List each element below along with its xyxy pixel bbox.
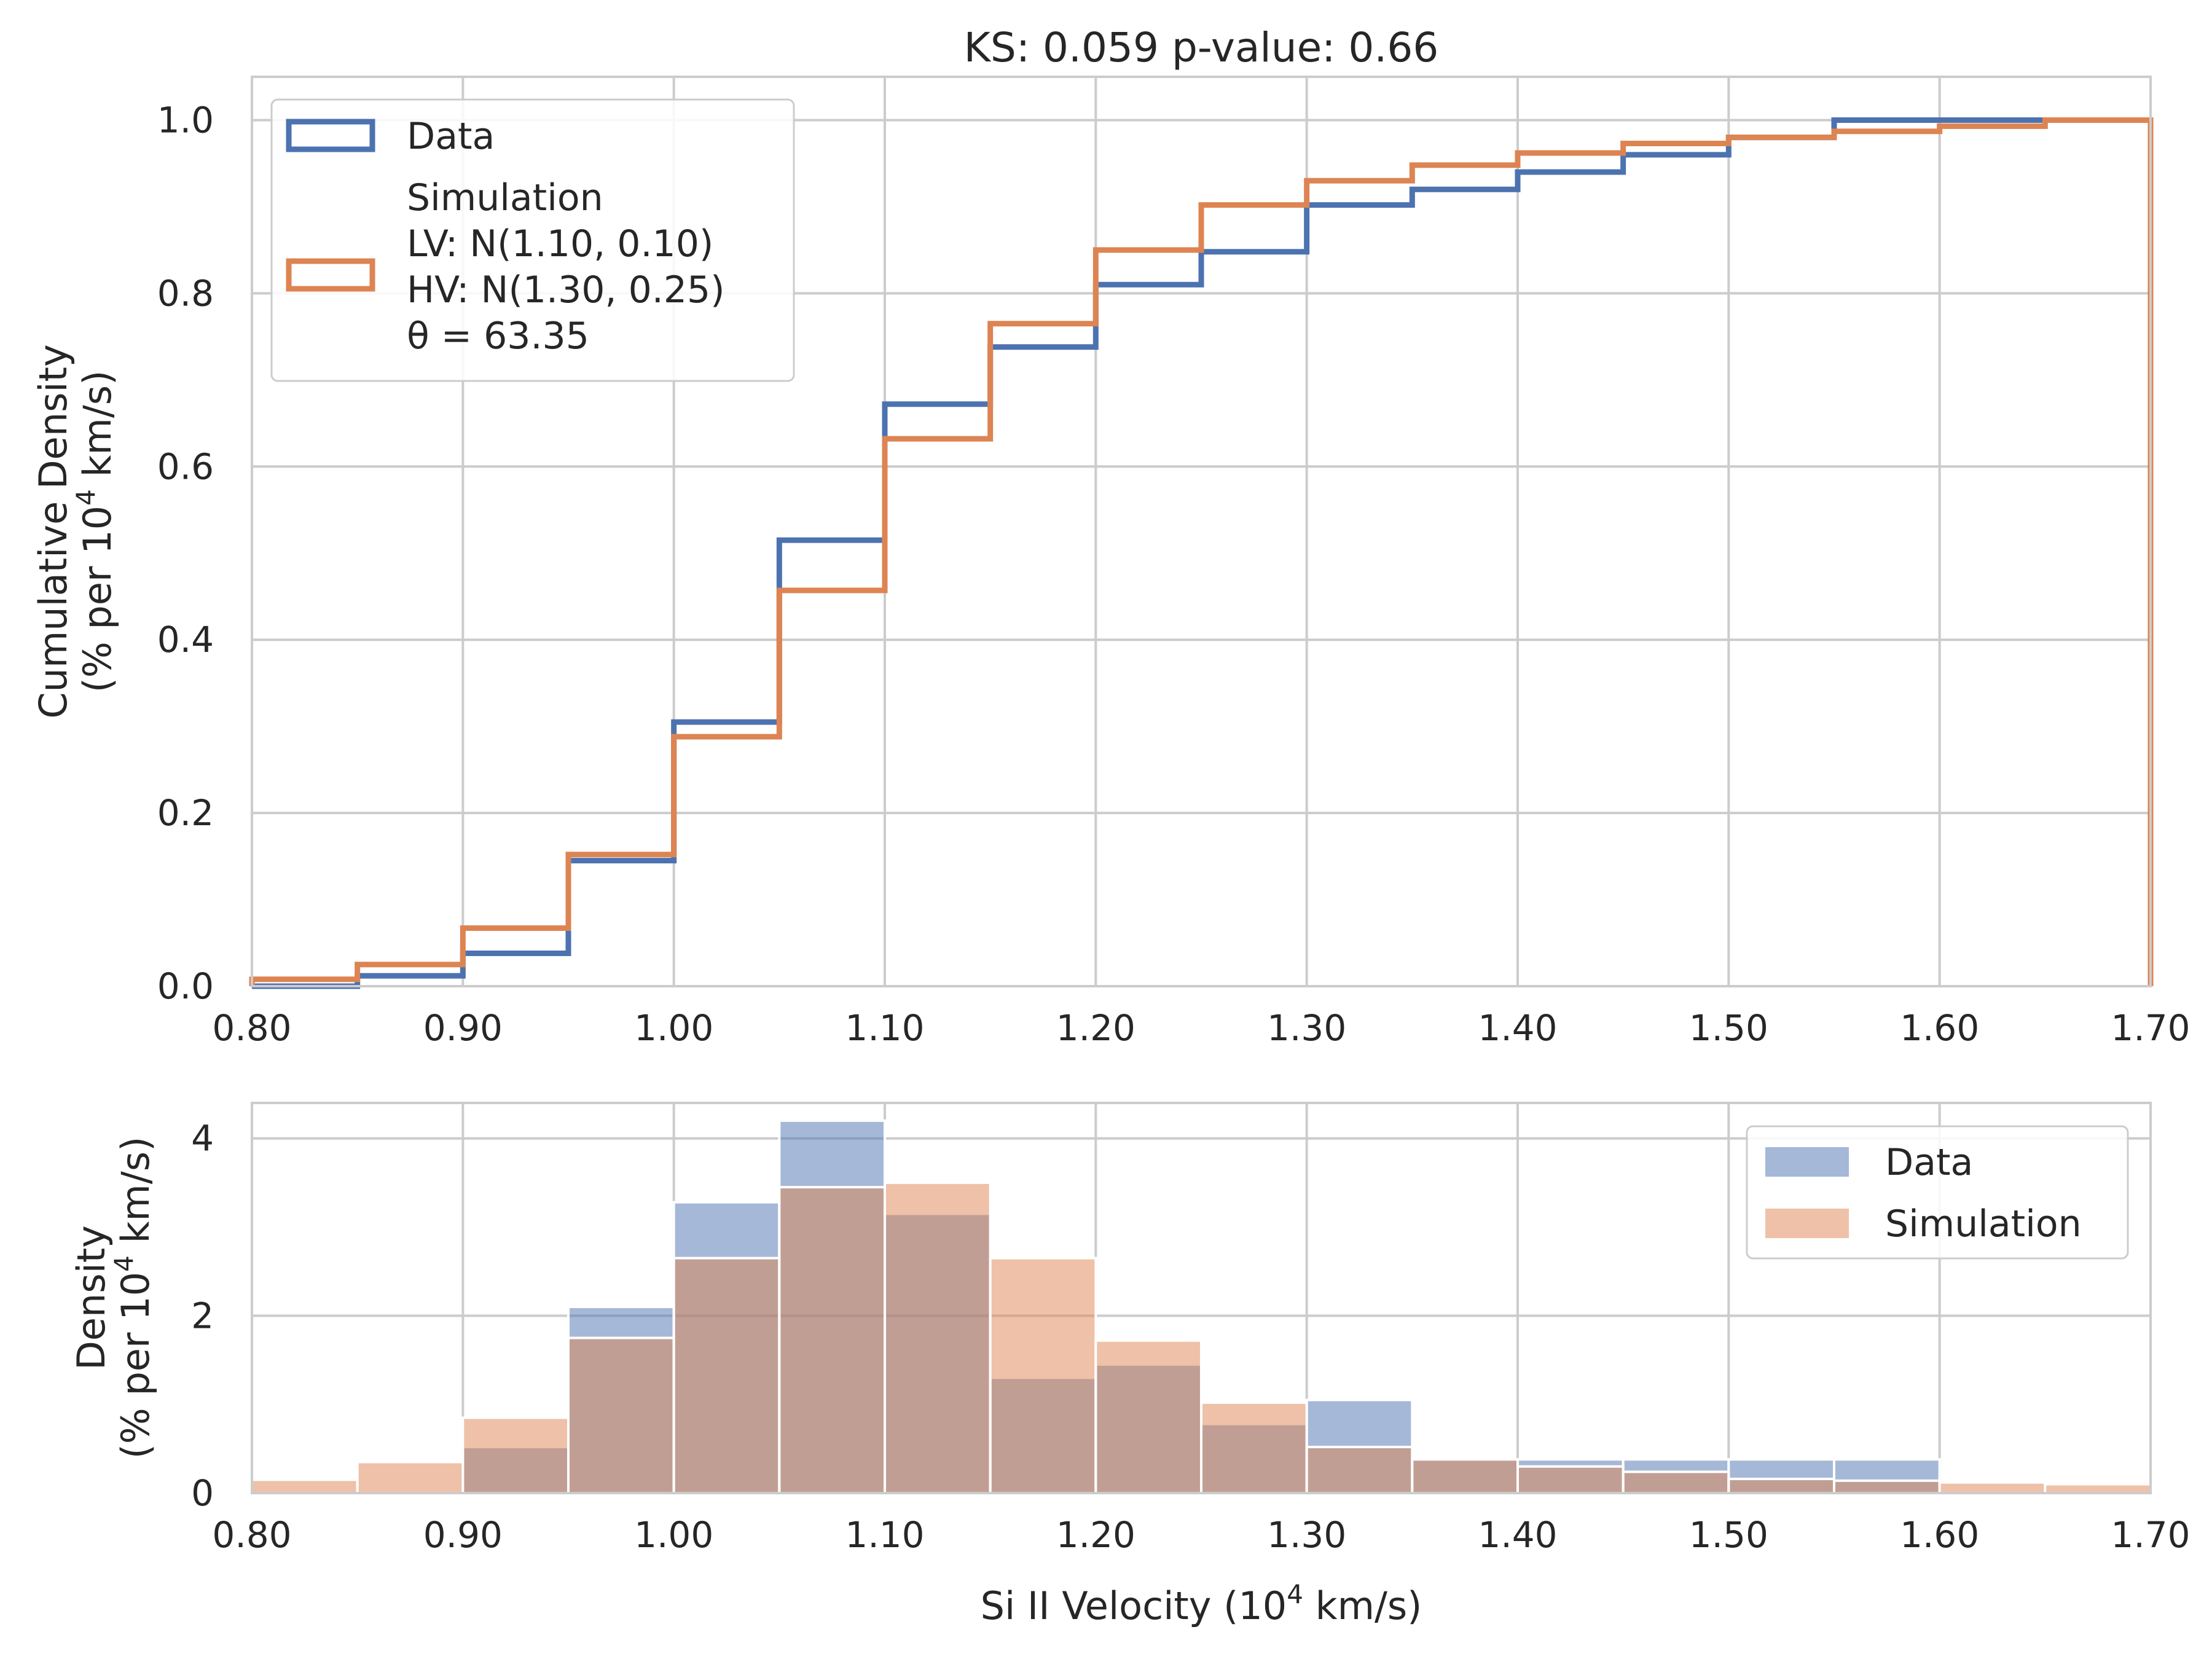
top-y-tick-label: 0.4 bbox=[157, 619, 214, 661]
top-y-tick-label: 1.0 bbox=[157, 99, 214, 141]
bottom-x-tick-label: 1.40 bbox=[1478, 1514, 1557, 1556]
top-y-tick-label: 0.2 bbox=[157, 792, 214, 834]
histogram-bar-simulation bbox=[567, 1336, 675, 1494]
bottom-y-label-suffix: km/s) bbox=[113, 1137, 158, 1255]
density-histogram-panel: 0.80 0.90 1.00 1.10 1.20 1.30 1.40 1.50 1.60 1.70… bbox=[191, 1102, 2190, 1628]
histogram-bar-simulation bbox=[356, 1461, 465, 1494]
legend-simulation-patch bbox=[1765, 1209, 1849, 1238]
bottom-x-tick-label: 0.80 bbox=[212, 1514, 291, 1556]
top-x-tick-label: 0.90 bbox=[423, 1007, 503, 1049]
top-y-label-prefix: (% per 10 bbox=[75, 506, 120, 692]
top-x-tick-label: 1.60 bbox=[1900, 1007, 1979, 1049]
x-axis-label-prefix: Si II Velocity (10 bbox=[981, 1583, 1287, 1628]
histogram-bar-simulation bbox=[778, 1186, 887, 1495]
legend-simulation-line-3: HV: N(1.30, 0.25) bbox=[407, 269, 725, 312]
top-x-tick-label: 0.80 bbox=[212, 1007, 291, 1049]
bottom-plot-frame bbox=[251, 1102, 2152, 1494]
top-y-axis-label-line-2: (% per 104 km/s) bbox=[71, 371, 120, 693]
top-legend-box bbox=[270, 98, 795, 382]
bottom-legend-simulation-label: Simulation bbox=[1885, 1202, 2082, 1245]
histogram-bar-simulation bbox=[989, 1257, 1097, 1494]
chart-title: KS: 0.059 p-value: 0.66 bbox=[964, 24, 1439, 71]
bottom-y-axis-label-group: Density (% per 104 km/s) bbox=[69, 1137, 158, 1459]
top-x-tick-label: 1.40 bbox=[1478, 1007, 1557, 1049]
bottom-x-tick-label: 1.60 bbox=[1900, 1514, 1979, 1556]
cumulative-step-simulation bbox=[249, 117, 2154, 986]
bottom-y-tick-labels: 0 2 4 bbox=[191, 1118, 214, 1514]
bottom-x-tick-label: 1.30 bbox=[1267, 1514, 1346, 1556]
histogram-bar-simulation bbox=[672, 1257, 781, 1494]
top-x-tick-label: 1.10 bbox=[845, 1007, 924, 1049]
x-axis-label-suffix: km/s) bbox=[1303, 1583, 1422, 1628]
histogram-bar-simulation bbox=[1200, 1401, 1308, 1494]
legend-simulation-line-1: Simulation bbox=[407, 176, 603, 219]
bottom-x-tick-label: 1.70 bbox=[2111, 1514, 2190, 1556]
histogram-bar-simulation bbox=[1305, 1445, 1414, 1495]
top-x-tick-label: 1.20 bbox=[1056, 1007, 1135, 1049]
top-y-tick-label: 0.6 bbox=[157, 445, 214, 487]
bottom-y-label-prefix: (% per 10 bbox=[113, 1272, 158, 1459]
histogram-bar-simulation bbox=[1094, 1339, 1203, 1494]
histogram-bar-simulation bbox=[2044, 1483, 2152, 1494]
bottom-x-tick-label: 1.10 bbox=[845, 1514, 924, 1556]
legend-simulation-swatch bbox=[286, 258, 375, 292]
top-series-group bbox=[249, 117, 2154, 989]
histogram-bar-simulation bbox=[1833, 1479, 1941, 1494]
bottom-y-tick-label: 2 bbox=[191, 1295, 214, 1336]
histogram-bar-simulation bbox=[1727, 1477, 1835, 1495]
histogram-bar-simulation bbox=[461, 1416, 570, 1495]
top-y-tick-label: 0.8 bbox=[157, 272, 214, 314]
top-y-tick-label: 0.0 bbox=[157, 965, 214, 1007]
bottom-x-tick-labels: 0.80 0.90 1.00 1.10 1.20 1.30 1.40 1.50 1.60 1.70 bbox=[212, 1514, 2190, 1556]
bottom-y-tick-label: 0 bbox=[191, 1472, 214, 1514]
top-x-tick-label: 1.30 bbox=[1267, 1007, 1346, 1049]
histogram-bar-simulation bbox=[884, 1181, 992, 1494]
legend-simulation-line-4: θ = 63.35 bbox=[407, 315, 589, 358]
top-y-label-suffix: km/s) bbox=[75, 371, 120, 489]
top-y-axis-label-line-1: Cumulative Density bbox=[31, 344, 76, 718]
legend-data-label: Data bbox=[407, 115, 495, 158]
bottom-y-axis-label-line-2: (% per 104 km/s) bbox=[109, 1137, 158, 1459]
bottom-x-tick-label: 1.50 bbox=[1689, 1514, 1768, 1556]
x-axis-label: Si II Velocity (104 km/s) bbox=[981, 1579, 1422, 1628]
bottom-legend-data-label: Data bbox=[1885, 1141, 1973, 1184]
legend-data-patch bbox=[1765, 1147, 1849, 1177]
cumulative-density-panel: 0.80 0.90 1.00 1.10 1.20 1.30 1.40 1.50 1.60 1.70… bbox=[157, 24, 2190, 1049]
top-x-tick-labels: 0.80 0.90 1.00 1.10 1.20 1.30 1.40 1.50 1.60 1.70 bbox=[212, 1007, 2190, 1049]
top-y-tick-labels: 0.0 0.2 0.4 0.6 0.8 1.0 bbox=[157, 99, 214, 1007]
top-x-tick-label: 1.00 bbox=[634, 1007, 713, 1049]
histogram-bar-simulation bbox=[1411, 1458, 1519, 1495]
bottom-x-tick-label: 0.90 bbox=[423, 1514, 503, 1556]
top-x-tick-label: 1.70 bbox=[2111, 1007, 2190, 1049]
bottom-y-axis-label-line-1: Density bbox=[69, 1225, 114, 1370]
histogram-bar-simulation bbox=[1938, 1481, 2047, 1495]
histogram-bar-simulation bbox=[1622, 1470, 1730, 1494]
bottom-y-label-superscript: 4 bbox=[109, 1255, 139, 1272]
top-x-tick-label: 1.50 bbox=[1689, 1007, 1768, 1049]
top-plot-frame bbox=[251, 76, 2152, 987]
bottom-x-tick-label: 1.20 bbox=[1056, 1514, 1135, 1556]
bottom-legend: Data Simulation bbox=[1746, 1125, 2129, 1260]
legend-data-swatch bbox=[286, 119, 375, 152]
histogram-bar-simulation bbox=[1516, 1465, 1625, 1495]
bottom-y-tick-label: 4 bbox=[191, 1118, 214, 1159]
legend-simulation-line-2: LV: N(1.10, 0.10) bbox=[407, 222, 713, 265]
top-legend: Data Simulation LV: N(1.10, 0.10) HV: N(… bbox=[270, 98, 795, 382]
top-y-label-superscript: 4 bbox=[71, 489, 101, 506]
histogram-bar-simulation bbox=[251, 1478, 359, 1495]
x-axis-label-superscript: 4 bbox=[1287, 1579, 1303, 1609]
bottom-x-tick-label: 1.00 bbox=[634, 1514, 713, 1556]
top-y-axis-label-group: Cumulative Density (% per 104 km/s) bbox=[31, 344, 120, 718]
